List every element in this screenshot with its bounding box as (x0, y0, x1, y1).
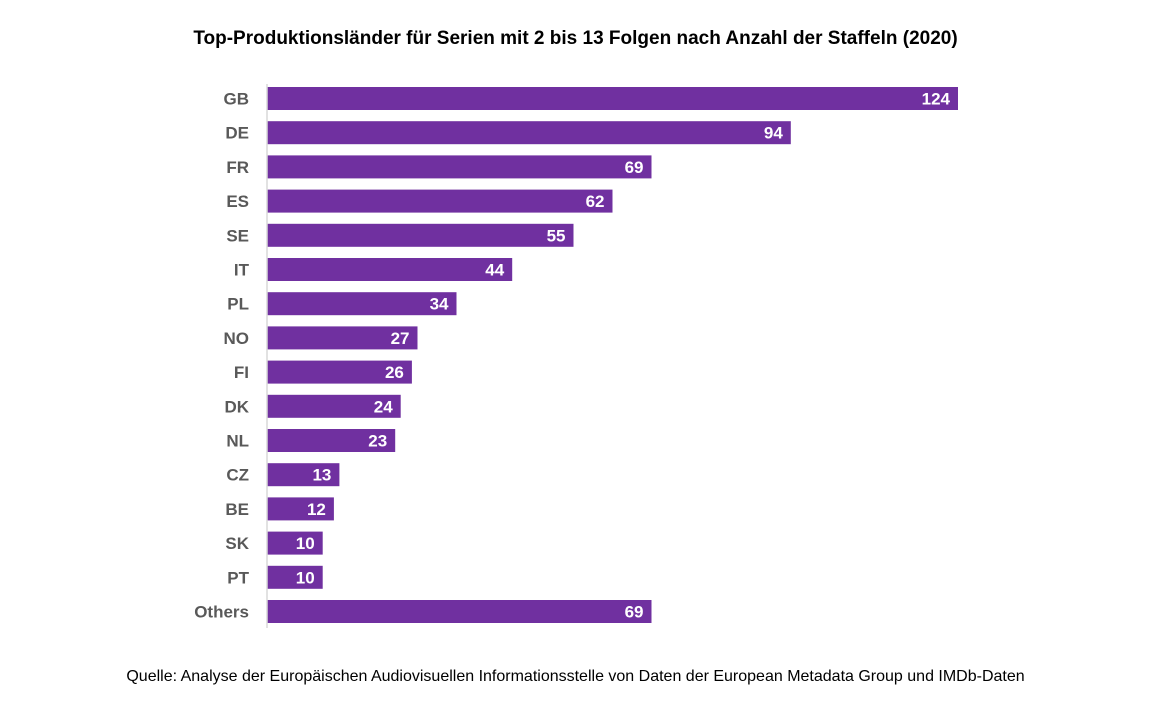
bar-dk (267, 394, 401, 418)
bar-de (267, 121, 791, 145)
value-label-cz: 13 (312, 466, 331, 485)
category-label-dk: DK (224, 397, 249, 416)
value-label-no: 27 (391, 329, 410, 348)
category-label-pl: PL (227, 295, 249, 314)
category-label-no: NO (224, 329, 250, 348)
category-label-cz: CZ (226, 466, 249, 485)
bar-no (267, 326, 418, 350)
category-label-se: SE (226, 226, 249, 245)
value-label-others: 69 (625, 603, 644, 622)
category-label-es: ES (226, 192, 249, 211)
value-label-fi: 26 (385, 363, 404, 382)
bar-pt (267, 565, 323, 589)
bar-fi (267, 360, 412, 384)
value-label-dk: 24 (374, 397, 393, 416)
value-label-es: 62 (586, 192, 605, 211)
source-note: Quelle: Analyse der Europäischen Audiovi… (126, 668, 1025, 685)
category-label-sk: SK (225, 534, 249, 553)
category-label-others: Others (194, 603, 249, 622)
category-label-fi: FI (234, 363, 249, 382)
value-label-nl: 23 (368, 432, 387, 451)
category-label-be: BE (225, 500, 249, 519)
category-label-pt: PT (227, 568, 249, 587)
category-label-fr: FR (226, 158, 249, 177)
bar-es (267, 189, 613, 213)
value-label-gb: 124 (922, 90, 951, 109)
chart-title: Top-Produktionsländer für Serien mit 2 b… (193, 28, 958, 49)
bar-fr (267, 155, 652, 179)
bar-cz (267, 463, 340, 487)
value-label-de: 94 (764, 124, 783, 143)
bar-nl (267, 429, 396, 452)
value-label-be: 12 (307, 500, 326, 519)
bar-it (267, 258, 513, 281)
category-label-de: DE (225, 124, 249, 143)
value-label-it: 44 (485, 261, 504, 280)
value-label-fr: 69 (625, 158, 644, 177)
bar-sk (267, 531, 323, 555)
category-label-gb: GB (224, 90, 250, 109)
value-label-sk: 10 (296, 534, 315, 553)
value-label-pl: 34 (430, 295, 449, 314)
bars-layer: GB 124 DE 94 FR 69 ES 62 SE 55 IT 44 PL 34 NO 27 FI 26 DK 2… (194, 87, 958, 623)
bar-gb (267, 87, 958, 110)
bar-others (267, 600, 652, 623)
bar-pl (267, 292, 457, 316)
category-label-nl: NL (226, 432, 249, 451)
category-label-it: IT (234, 261, 250, 280)
value-label-pt: 10 (296, 568, 315, 587)
bar-be (267, 497, 334, 521)
value-label-se: 55 (547, 226, 566, 245)
bar-se (267, 223, 574, 247)
